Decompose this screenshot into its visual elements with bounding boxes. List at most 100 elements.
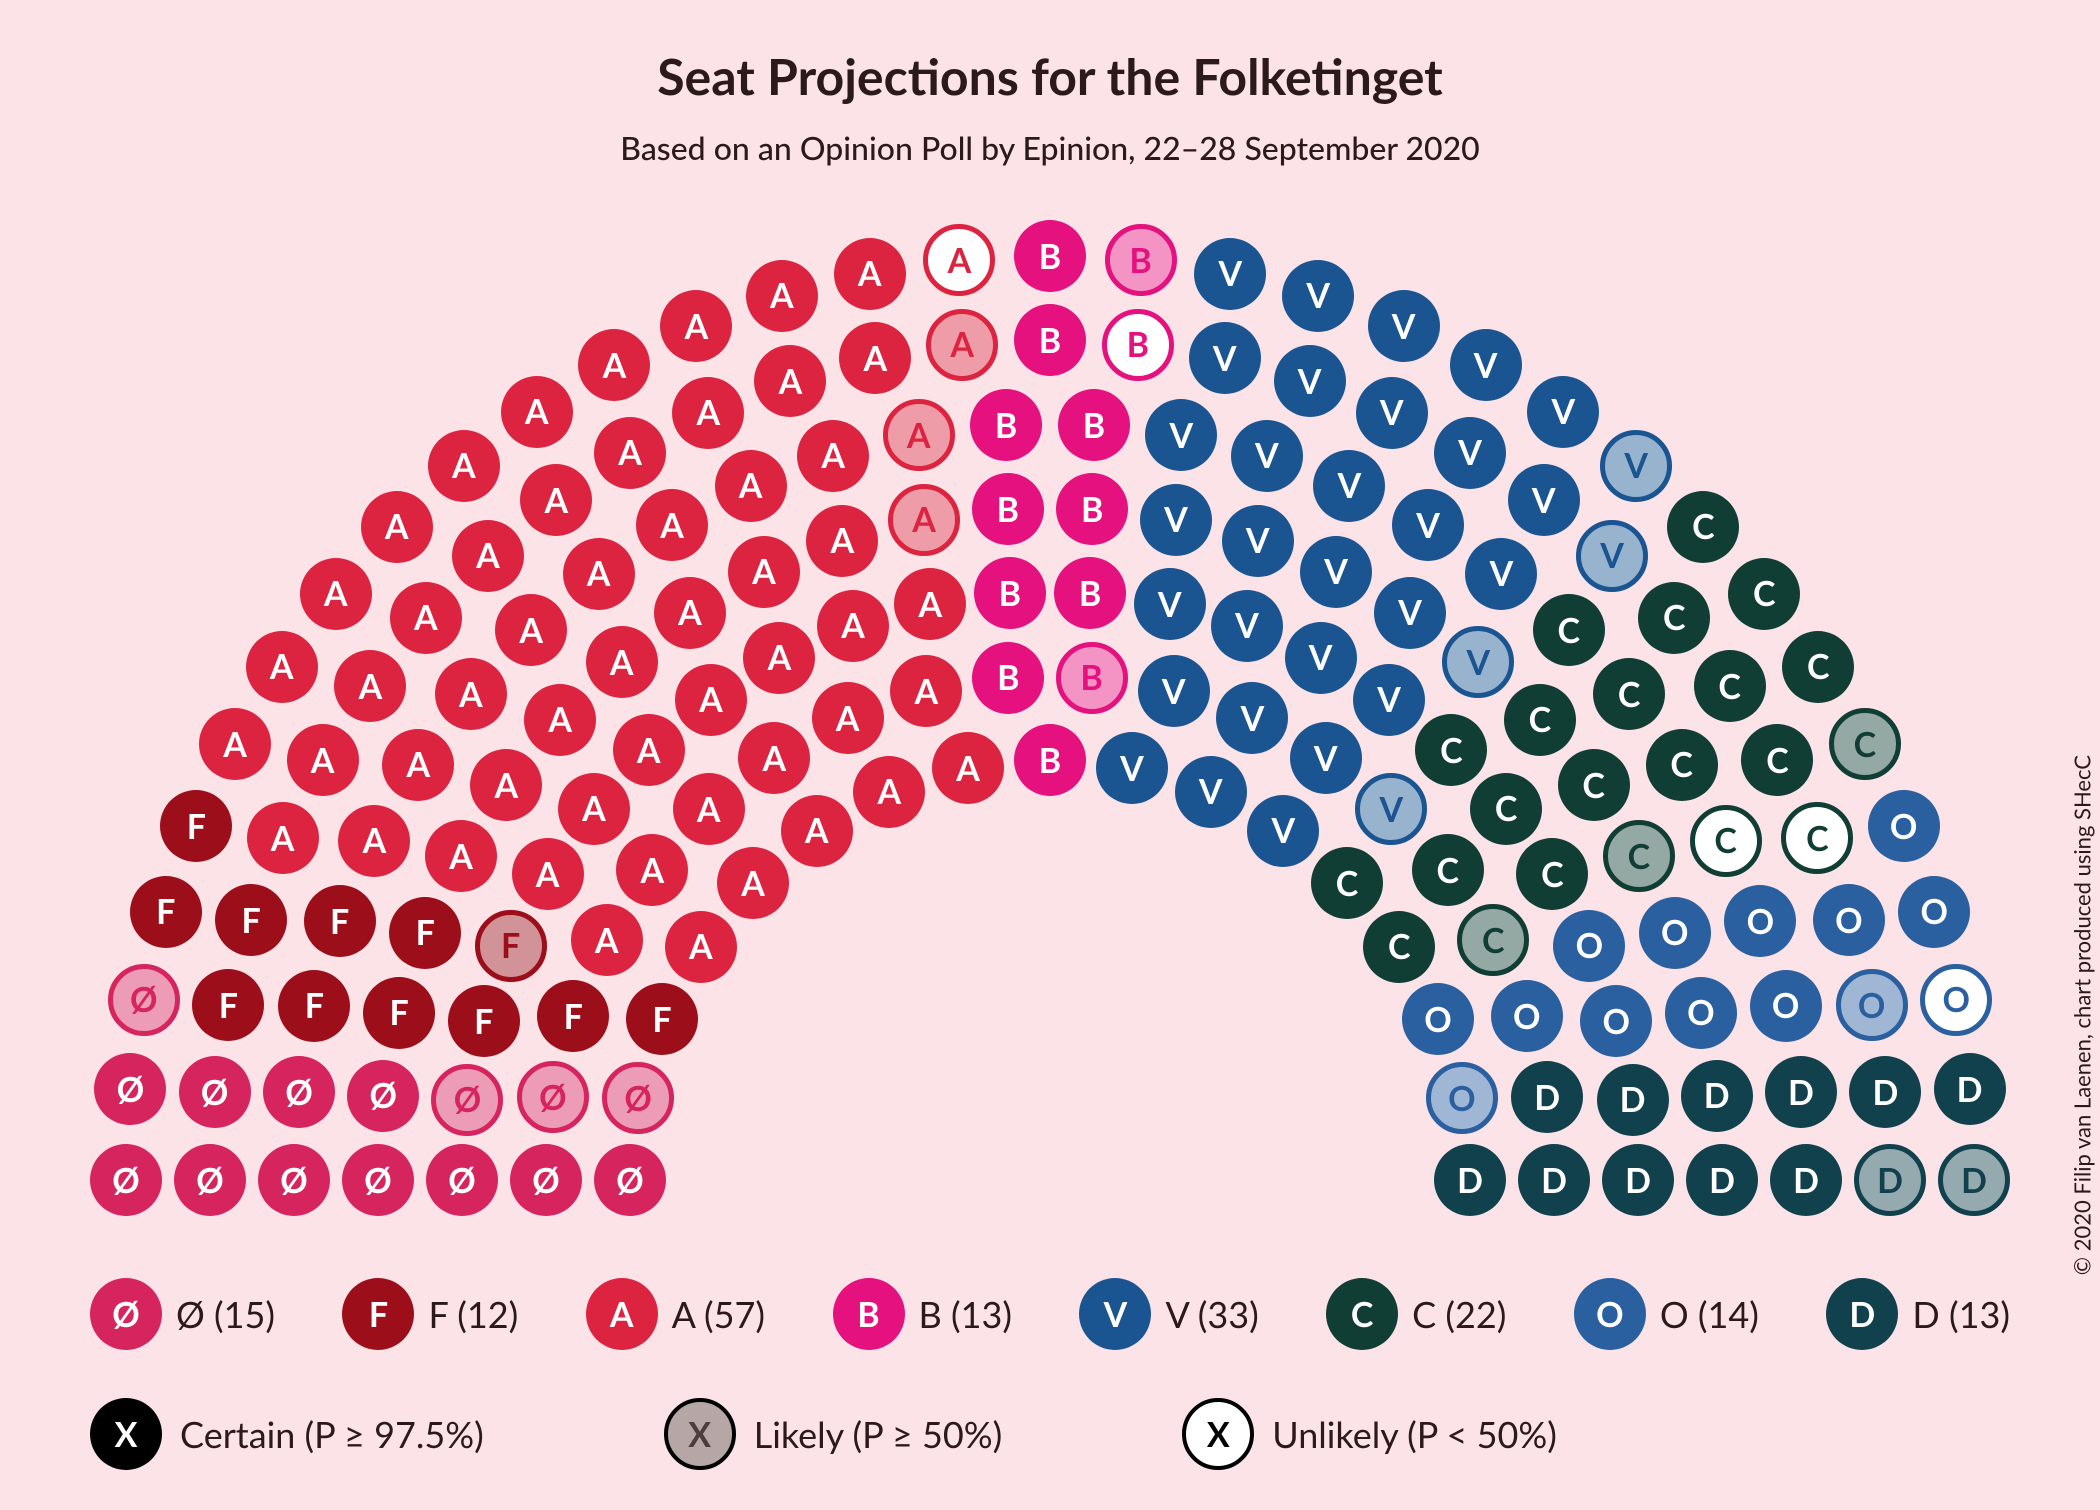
seat-A: A bbox=[746, 260, 818, 332]
seat-V: V bbox=[1140, 484, 1212, 556]
seat-O: O bbox=[1813, 884, 1885, 956]
seat-A: A bbox=[754, 345, 826, 417]
seat-O: O bbox=[1836, 969, 1908, 1041]
seat-O_slash: Ø bbox=[431, 1064, 503, 1136]
seat-A: A bbox=[797, 420, 869, 492]
seat-A: A bbox=[338, 805, 410, 877]
seat-V: V bbox=[1096, 732, 1168, 804]
seat-C: C bbox=[1646, 729, 1718, 801]
seat-A: A bbox=[888, 484, 960, 556]
chart-title: Seat Projections for the Folketinget bbox=[0, 46, 2100, 106]
seat-A: A bbox=[428, 430, 500, 502]
seat-D: D bbox=[1934, 1053, 2006, 1125]
legend-label: A (57) bbox=[672, 1292, 765, 1336]
seat-F: F bbox=[626, 983, 698, 1055]
seat-B: B bbox=[1014, 220, 1086, 292]
seat-F: F bbox=[192, 969, 264, 1041]
seat-D: D bbox=[1434, 1144, 1506, 1216]
seat-A: A bbox=[738, 722, 810, 794]
seat-O: O bbox=[1750, 970, 1822, 1042]
seat-A: A bbox=[673, 773, 745, 845]
seat-V: V bbox=[1368, 290, 1440, 362]
seat-C: C bbox=[1694, 650, 1766, 722]
seat-D: D bbox=[1518, 1144, 1590, 1216]
seat-A: A bbox=[806, 505, 878, 577]
seat-O_slash: Ø bbox=[174, 1144, 246, 1216]
seat-V: V bbox=[1353, 664, 1425, 736]
legend-label: O (14) bbox=[1660, 1292, 1759, 1336]
legend-label: F (12) bbox=[428, 1292, 518, 1336]
seat-F: F bbox=[215, 884, 287, 956]
seat-B: B bbox=[1054, 557, 1126, 629]
seat-O: O bbox=[1491, 980, 1563, 1052]
seat-V: V bbox=[1300, 536, 1372, 608]
seat-B: B bbox=[1105, 224, 1177, 296]
seat-A: A bbox=[675, 664, 747, 736]
seat-F: F bbox=[475, 910, 547, 982]
seat-F: F bbox=[389, 897, 461, 969]
seat-A: A bbox=[616, 834, 688, 906]
legend-swatch-O_slash: Ø bbox=[90, 1278, 162, 1350]
seat-V: V bbox=[1247, 795, 1319, 867]
seat-V: V bbox=[1134, 568, 1206, 640]
seat-C: C bbox=[1558, 749, 1630, 821]
seat-A: A bbox=[520, 464, 592, 536]
seat-B: B bbox=[1102, 309, 1174, 381]
legend-swatch-A: A bbox=[586, 1278, 658, 1350]
seat-A: A bbox=[199, 708, 271, 780]
seat-A: A bbox=[834, 238, 906, 310]
seat-V: V bbox=[1355, 773, 1427, 845]
seat-A: A bbox=[715, 450, 787, 522]
legend-item-C: CC (22) bbox=[1326, 1278, 1506, 1350]
prob-label: Certain (P ≥ 97.5%) bbox=[180, 1412, 484, 1456]
seat-O_slash: Ø bbox=[347, 1060, 419, 1132]
seat-V: V bbox=[1313, 450, 1385, 522]
seat-D: D bbox=[1770, 1144, 1842, 1216]
seat-A: A bbox=[890, 655, 962, 727]
seat-C: C bbox=[1782, 631, 1854, 703]
prob-swatch-certain: X bbox=[90, 1398, 162, 1470]
legend-item-A: A A (57) bbox=[586, 1278, 765, 1350]
seat-A: A bbox=[817, 590, 889, 662]
seat-A: A bbox=[728, 536, 800, 608]
seat-C: C bbox=[1533, 594, 1605, 666]
seat-F: F bbox=[130, 876, 202, 948]
seat-A: A bbox=[613, 714, 685, 786]
seat-V: V bbox=[1392, 489, 1464, 561]
seat-B: B bbox=[1056, 642, 1128, 714]
seat-O_slash: Ø bbox=[342, 1144, 414, 1216]
legend-item-F: FF (12) bbox=[342, 1278, 518, 1350]
seat-C: C bbox=[1781, 802, 1853, 874]
seat-V: V bbox=[1442, 626, 1514, 698]
seat-V: V bbox=[1145, 399, 1217, 471]
seat-O_slash: Ø bbox=[426, 1144, 498, 1216]
seat-A: A bbox=[665, 911, 737, 983]
seat-A: A bbox=[247, 802, 319, 874]
seat-C: C bbox=[1638, 582, 1710, 654]
legend-label: V (33) bbox=[1165, 1292, 1258, 1336]
seat-O: O bbox=[1724, 885, 1796, 957]
seat-A: A bbox=[390, 582, 462, 654]
seat-B: B bbox=[1058, 389, 1130, 461]
seat-F: F bbox=[160, 790, 232, 862]
legend-swatch-B: B bbox=[833, 1278, 905, 1350]
seat-A: A bbox=[435, 658, 507, 730]
seat-C: C bbox=[1728, 558, 1800, 630]
legend-item-O: OO (14) bbox=[1574, 1278, 1759, 1350]
seat-A: A bbox=[382, 729, 454, 801]
seat-V: V bbox=[1285, 622, 1357, 694]
seat-V: V bbox=[1194, 238, 1266, 310]
seat-A: A bbox=[743, 622, 815, 694]
seat-A: A bbox=[781, 795, 853, 867]
legend-label: Ø (15) bbox=[176, 1292, 275, 1336]
seat-A: A bbox=[894, 568, 966, 640]
seat-A: A bbox=[923, 224, 995, 296]
seat-C: C bbox=[1457, 904, 1529, 976]
seat-V: V bbox=[1434, 417, 1506, 489]
seat-O_slash: Ø bbox=[602, 1062, 674, 1134]
legend-swatch-V: V bbox=[1079, 1278, 1151, 1350]
seat-C: C bbox=[1593, 658, 1665, 730]
seat-V: V bbox=[1282, 260, 1354, 332]
seat-O: O bbox=[1665, 977, 1737, 1049]
seat-O_slash: Ø bbox=[263, 1056, 335, 1128]
